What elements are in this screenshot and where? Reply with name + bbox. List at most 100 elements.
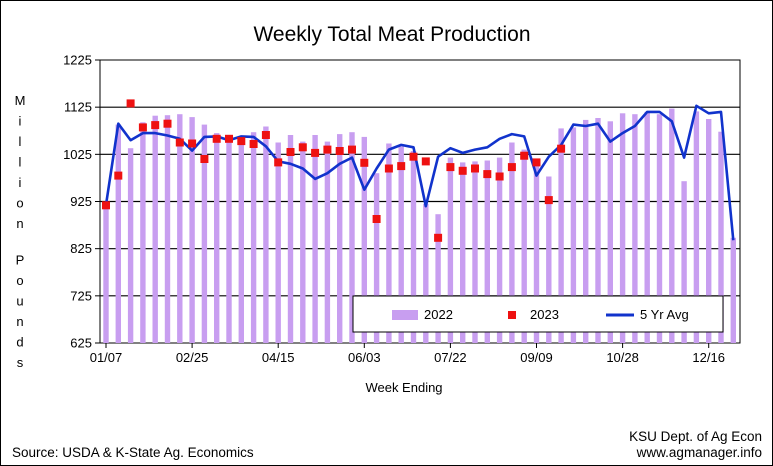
bar-2022	[300, 141, 306, 343]
marker-2023	[225, 134, 233, 143]
marker-2023	[348, 145, 356, 154]
marker-2023	[237, 137, 246, 146]
bar-2022	[287, 135, 294, 343]
marker-2023	[323, 145, 332, 154]
marker-2023	[397, 162, 406, 171]
marker-2023	[175, 138, 184, 147]
marker-2023	[471, 164, 479, 173]
marker-2023	[335, 147, 344, 155]
marker-2023	[126, 99, 135, 108]
bar-2022	[140, 122, 146, 343]
marker-2023	[483, 170, 492, 179]
bar-2022	[460, 162, 466, 343]
marker-2023	[151, 121, 160, 130]
bar-2022	[730, 237, 736, 343]
bar-2022	[226, 136, 232, 343]
y-tick-label: 1025	[63, 147, 92, 162]
marker-2023	[384, 164, 393, 173]
marker-2023	[409, 152, 418, 161]
footer-source: Source: USDA & K-State Ag. Economics	[12, 445, 254, 460]
bar-2022	[632, 114, 638, 343]
bar-2022	[570, 127, 577, 344]
marker-2023	[520, 151, 529, 160]
bar-2022	[361, 136, 367, 343]
marker-2023	[200, 155, 209, 163]
bar-2022	[127, 148, 134, 343]
bar-2022	[386, 143, 392, 343]
bar-2022	[558, 128, 564, 343]
bar-2022	[324, 141, 331, 343]
axis-ticks	[95, 59, 710, 348]
bar-2022	[595, 118, 601, 343]
marker-2023	[249, 140, 258, 148]
x-tick-label: 04/15	[262, 350, 295, 365]
bar-2022	[164, 115, 171, 343]
x-tick-label: 09/09	[520, 350, 553, 365]
marker-2023	[458, 166, 467, 175]
legend-label-2022: 2022	[424, 307, 453, 322]
bar-2022	[619, 113, 626, 343]
bar-2022	[177, 114, 183, 343]
marker-2023	[557, 144, 566, 153]
line-5yr-avg	[104, 104, 735, 241]
bar-2022	[509, 142, 515, 343]
bar-2022	[472, 161, 478, 343]
bar-2022	[706, 119, 712, 343]
footer-dept: KSU Dept. of Ag Econ	[629, 429, 762, 444]
marker-2023	[163, 119, 172, 128]
marker-2023	[507, 163, 516, 172]
marker-2023	[434, 233, 443, 242]
bar-2022	[435, 214, 441, 343]
bar-2022	[533, 166, 540, 343]
y-tick-label: 825	[70, 241, 92, 256]
marker-2023	[532, 158, 541, 167]
x-tick-label: 02/25	[176, 350, 209, 365]
bar-2022	[238, 138, 244, 343]
bar-2022	[312, 135, 318, 343]
markers-2023	[102, 99, 566, 242]
marker-2023	[372, 215, 381, 223]
x-axis-label: Week Ending	[365, 380, 442, 395]
marker-2023	[421, 157, 430, 166]
bar-2022	[275, 142, 281, 343]
legend: 2022 2023 5 Yr Avg	[352, 295, 724, 333]
bar-2022	[693, 111, 700, 344]
bar-2022	[410, 151, 417, 343]
legend-label-2023: 2023	[530, 307, 559, 322]
bar-2022	[607, 121, 613, 343]
x-tick-label: 10/28	[606, 350, 639, 365]
chart-title: Weekly Total Meat Production	[253, 23, 530, 46]
legend-swatch-2022	[392, 310, 418, 320]
x-tick-labels: 01/07 02/25 04/15 06/03 07/22 09/09 10/28 12/16	[90, 350, 725, 365]
marker-2023	[114, 171, 123, 180]
bar-2022	[656, 114, 663, 343]
marker-2023	[360, 158, 369, 167]
bar-2022	[337, 134, 343, 343]
x-tick-label: 01/07	[90, 350, 123, 365]
bar-2022	[496, 157, 503, 343]
bar-2022	[250, 132, 257, 343]
marker-2023	[298, 143, 307, 152]
marker-2023	[446, 163, 455, 172]
footer-site: www.agmanager.info	[636, 445, 762, 460]
bar-2022	[373, 173, 380, 343]
bar-2022	[669, 108, 675, 343]
x-tick-label: 06/03	[348, 350, 381, 365]
marker-2023	[188, 139, 197, 148]
bar-2022	[201, 124, 208, 343]
bar-2022	[189, 117, 195, 343]
y-tick-labels: 625 725 825 925 1025 1125 1225	[63, 53, 92, 351]
bar-2022	[484, 160, 490, 343]
marker-2023	[274, 158, 283, 167]
bar-2022	[681, 181, 687, 343]
marker-2023	[495, 172, 504, 181]
bar-2022	[546, 176, 552, 343]
marker-2023	[212, 134, 221, 143]
bars-2022	[103, 108, 736, 344]
marker-2023	[102, 201, 110, 210]
y-tick-label: 1125	[64, 100, 92, 115]
y-tick-label: 1225	[63, 53, 92, 68]
y-tick-label: 625	[70, 336, 92, 351]
